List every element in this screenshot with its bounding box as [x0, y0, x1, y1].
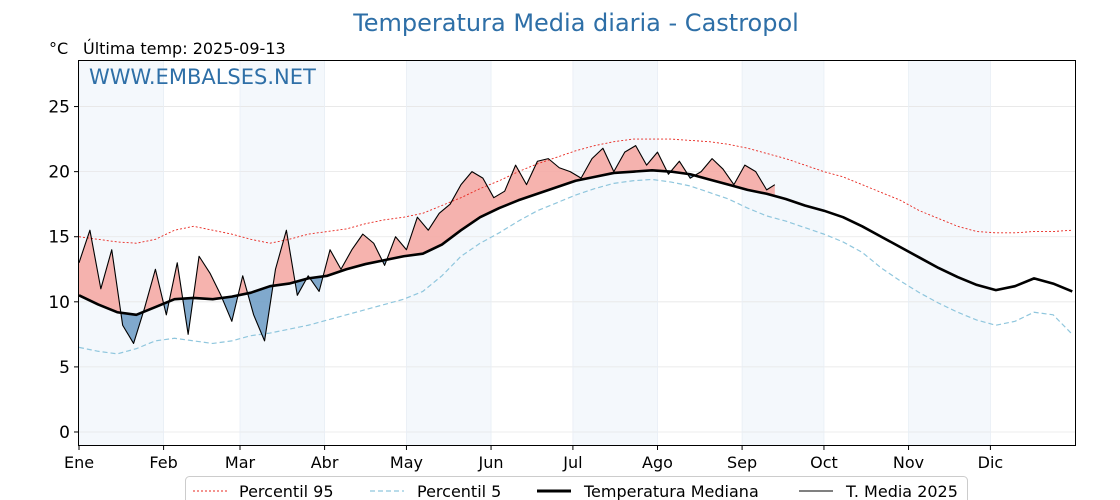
y-tick-label-5: 5: [59, 358, 70, 378]
x-tick-label-Jun: Jun: [478, 453, 504, 472]
month-shade-Nov: [908, 61, 991, 445]
series-lines: [78, 138, 1073, 355]
above-median-fill: [79, 145, 775, 315]
month-shade-Jul: [572, 61, 658, 445]
legend: Percentil 95 Percentil 5 Temperatura Med…: [185, 476, 968, 500]
chart-title: Temperatura Media diaria - Castropol: [352, 9, 799, 37]
y-tick-label-25: 25: [48, 98, 70, 118]
x-tick-label-Abr: Abr: [311, 453, 339, 472]
unit-label: °C: [49, 39, 68, 58]
x-tick-label-Nov: Nov: [893, 453, 924, 472]
x-tick-label-Jul: Jul: [562, 453, 582, 472]
x-tick-label-Ene: Ene: [64, 453, 94, 472]
month-shade-Sep: [742, 61, 824, 445]
x-tick-label-Ago: Ago: [642, 453, 673, 472]
legend-median-label: Temperatura Mediana: [583, 482, 759, 500]
watermark: WWW.EMBALSES.NET: [89, 65, 316, 89]
legend-current-label: T. Media 2025: [845, 482, 958, 500]
anomaly-fills: [79, 145, 775, 344]
current-year-line: [78, 145, 776, 345]
y-tick-label-10: 10: [48, 293, 70, 313]
x-tick-label-Feb: Feb: [149, 453, 177, 472]
x-tick-label-Sep: Sep: [727, 453, 757, 472]
grid-lines: [78, 61, 1075, 445]
y-tick-label-20: 20: [48, 163, 70, 183]
legend-box: [185, 476, 968, 500]
p95-line: [78, 138, 1073, 244]
p5-line: [78, 178, 1073, 355]
last-temp-label: Última temp: 2025-09-13: [83, 39, 286, 58]
x-tick-label-May: May: [390, 453, 423, 472]
x-tick-label-Mar: Mar: [225, 453, 256, 472]
legend-p95-label: Percentil 95: [239, 482, 334, 500]
below-median-fill: [79, 170, 775, 344]
y-tick-label-0: 0: [59, 423, 70, 443]
x-axis: Ene Feb Mar Abr May Jun Jul Ago Sep Oct Nov Dic: [64, 445, 1003, 472]
median-line: [78, 169, 1073, 317]
plot-frame: [78, 60, 1076, 446]
y-axis: 0 5 10 15 20 25: [48, 98, 79, 443]
x-tick-label-Dic: Dic: [978, 453, 1004, 472]
legend-p5-label: Percentil 5: [417, 482, 501, 500]
x-tick-label-Oct: Oct: [810, 453, 838, 472]
month-shading: [79, 61, 991, 445]
y-tick-label-15: 15: [48, 228, 70, 248]
